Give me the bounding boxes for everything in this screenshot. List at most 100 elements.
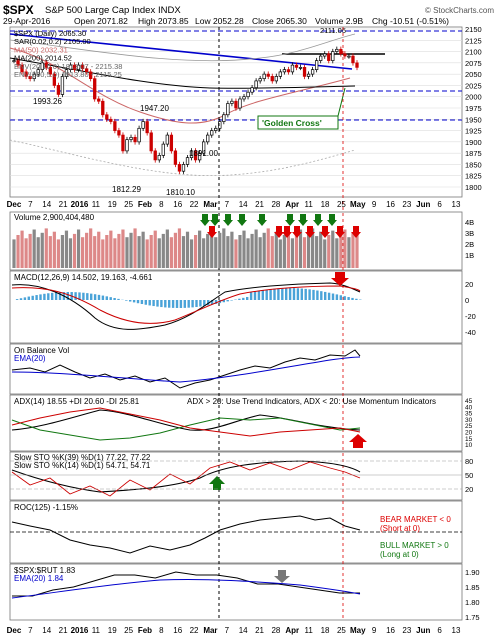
adx-note: ADX > 20: Use Trend Indicators, ADX < 20…: [187, 397, 436, 406]
x-tick-label: 28: [271, 626, 280, 635]
legend-item: ENV(20,10.0) 1813.07 - 2215.38: [14, 62, 122, 71]
volume-bar: [181, 236, 186, 268]
x-tick-label: Jun: [416, 200, 430, 209]
candle-body: [173, 150, 178, 165]
price-tick-label: 1975: [465, 104, 482, 113]
volume-bar: [141, 231, 145, 268]
candle-body: [250, 87, 254, 93]
volume-bar: [254, 229, 258, 268]
candle-body: [84, 68, 89, 73]
candle-body: [177, 164, 182, 172]
sto-tick-label: 50: [465, 471, 473, 480]
obv-ema-line: [11, 356, 361, 383]
x-tick-label: 13: [452, 200, 461, 209]
candle-body: [101, 100, 105, 116]
candle-body: [278, 71, 282, 77]
adx-tick-label: 10: [465, 442, 473, 449]
candle-body: [222, 114, 226, 122]
legend-item: ENV(200,5.0) 1913.80 - 2115.25: [14, 70, 122, 79]
volume-bar: [323, 239, 327, 268]
macd-hist-bar: [97, 294, 101, 300]
macd-hist-bar: [308, 289, 311, 300]
macd-hist-bar: [90, 293, 93, 300]
volume-green-arrow: [223, 214, 233, 226]
macd-hist-bar: [78, 292, 81, 300]
candle-body: [343, 53, 347, 57]
macd-hist-bar: [101, 295, 105, 300]
macd-hist-bar: [125, 300, 128, 301]
candle-body: [286, 69, 291, 73]
volume-bar: [206, 233, 210, 268]
volume-bar: [24, 238, 28, 268]
volume-bar: [270, 236, 274, 268]
macd-hist-bar: [58, 292, 62, 300]
macd-hist-bar: [109, 297, 112, 300]
candle-body: [137, 127, 141, 143]
macd-hist-bar: [74, 292, 77, 300]
candle-body: [282, 69, 287, 73]
candle-body: [290, 64, 295, 73]
volume-tick-label: 2B: [465, 240, 474, 249]
x-tick-label: 21: [255, 626, 264, 635]
candle-body: [32, 73, 36, 80]
volume-bar: [97, 231, 101, 268]
obv-line: [11, 349, 361, 389]
volume-bar: [28, 233, 32, 268]
macd-hist-bar: [129, 300, 132, 302]
macd-hist-bar: [214, 300, 218, 304]
macd-hist-bar: [132, 300, 136, 303]
change-value: Chg -10.51 (-0.51%): [372, 16, 449, 26]
ma50-line: [9, 47, 351, 124]
macd-hist-bar: [15, 299, 19, 300]
sto-fast-line: [11, 461, 361, 497]
macd-hist-bar: [316, 290, 319, 300]
bear-market-sub: (Short at 0): [380, 524, 420, 533]
candle-body: [310, 69, 315, 75]
x-tick-label: 9: [372, 200, 377, 209]
candle-body: [68, 64, 73, 70]
volume-bar: [36, 237, 40, 268]
bull-market-label: BULL MARKET > 0: [380, 541, 449, 550]
minus-di-line: [11, 407, 361, 437]
price-tick-label: 1950: [465, 115, 482, 124]
candle-body: [193, 150, 198, 161]
candle-body: [141, 121, 145, 129]
volume-bar: [311, 228, 315, 268]
volume-bar: [153, 230, 157, 268]
volume-bar: [242, 230, 246, 268]
volume-bar: [298, 229, 303, 268]
candle-body: [40, 62, 44, 70]
rut-axis: 1.90 1.85 1.80 1.75: [465, 568, 480, 622]
volume-bar: [238, 235, 242, 268]
candle-body: [169, 134, 174, 152]
volume-tick-label: 3B: [465, 229, 474, 238]
candlesticks: [12, 46, 359, 174]
adx-tick-label: 30: [465, 417, 473, 424]
volume-bar: [60, 235, 65, 268]
adx-tick-label: 40: [465, 404, 473, 411]
annotation-1891: 1891.00: [189, 149, 218, 158]
candle-body: [314, 60, 319, 70]
macd-tick-label: -20: [465, 312, 476, 321]
x-tick-label: 14: [239, 626, 248, 635]
candle-body: [20, 64, 24, 73]
candle-body: [294, 64, 299, 68]
volume-bar: [145, 239, 149, 268]
volume-bar: [319, 231, 323, 268]
legend-item: MA(200) 2014.52: [14, 54, 72, 63]
macd-hist-bar: [148, 300, 151, 306]
x-tick-label: 6: [437, 626, 442, 635]
volume-bar: [133, 228, 137, 268]
x-tick-label: 7: [28, 200, 33, 209]
macd-hist-bar: [226, 300, 229, 302]
macd-hist-bar: [93, 294, 97, 300]
volume-bar: [222, 228, 226, 268]
candle-body: [12, 60, 16, 62]
macd-hist-bar: [136, 300, 140, 304]
candle-body: [125, 139, 129, 152]
macd-hist-bar: [113, 297, 116, 300]
candle-body: [44, 62, 48, 68]
x-tick-label: Mar: [203, 626, 217, 635]
macd-hist-bar: [339, 295, 342, 300]
